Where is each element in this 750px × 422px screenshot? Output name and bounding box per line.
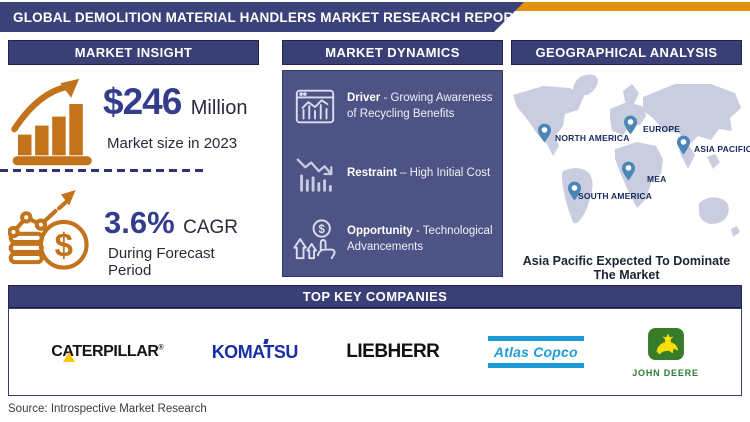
caterpillar-logo: CATERPILLAR®: [51, 343, 164, 362]
map-pin-south-america: [567, 181, 582, 201]
market-insight-header: MARKET INSIGHT: [8, 40, 259, 65]
market-dynamics-body: Driver - Growing Awareness of Recycling …: [282, 70, 503, 277]
region-label-asia-pacific: ASIA PACIFIC: [694, 144, 750, 154]
driver-label: Driver: [347, 92, 381, 105]
report-title: GLOBAL DEMOLITION MATERIAL HANDLERS MARK…: [13, 9, 522, 25]
restraint-label: Restraint: [347, 166, 397, 179]
driver-row: Driver - Growing Awareness of Recycling …: [292, 84, 493, 130]
map-pin-north-america: [537, 123, 552, 143]
market-size-caption: Market size in 2023: [107, 135, 238, 152]
map-caption: Asia Pacific Expected To Dominate The Ma…: [522, 254, 731, 282]
svg-text:$: $: [319, 224, 326, 236]
driver-text: Driver - Growing Awareness of Recycling …: [347, 92, 493, 120]
region-label-europe: EUROPE: [643, 124, 681, 134]
region-label-south-america: SOUTH AMERICA: [578, 191, 653, 201]
market-insight-title: MARKET INSIGHT: [74, 45, 193, 60]
market-size-value: $246: [103, 81, 182, 122]
caterpillar-triangle-icon: [63, 352, 76, 362]
opportunity-text: Opportunity - Technological Advancements: [347, 225, 493, 253]
svg-text:$: $: [55, 227, 73, 264]
atlas-copco-top-bar: [487, 336, 584, 341]
geographical-analysis-title: GEOGRAPHICAL ANALYSIS: [535, 45, 718, 60]
world-map-area: NORTH AMERICA EUROPE ASIA PACIFIC MEA SO…: [511, 65, 750, 251]
john-deere-logo: JOHN DEERE: [632, 327, 699, 378]
market-dynamics-header: MARKET DYNAMICS: [282, 40, 503, 65]
map-pin-mea: [621, 161, 636, 181]
region-label-north-america: NORTH AMERICA: [555, 133, 630, 143]
world-map: [513, 74, 741, 237]
declining-chart-icon: [296, 157, 333, 192]
companies-box: CATERPILLAR® KOMATSU LIEBHERR Atlas Copc…: [8, 308, 742, 396]
region-label-mea: MEA: [647, 174, 667, 184]
restraint-text: Restraint – High Initial Cost: [347, 166, 491, 179]
cagr-caption: During Forecast Period: [108, 245, 215, 279]
market-dynamics-panel: MARKET DYNAMICS: [282, 40, 503, 277]
market-insight-panel: MARKET INSIGHT $246 Million Market size …: [0, 40, 259, 280]
report-title-bar: GLOBAL DEMOLITION MATERIAL HANDLERS MARK…: [0, 2, 524, 32]
cagr-label: CAGR: [183, 217, 239, 238]
john-deere-emblem-icon: [647, 327, 684, 360]
market-size-unit: Million: [190, 97, 248, 119]
dashboard-chart-icon: [295, 89, 335, 124]
map-pin-asia-pacific: [676, 135, 691, 155]
caterpillar-registered-mark: ®: [158, 344, 164, 352]
komatsu-logo: KOMATSU: [212, 338, 298, 363]
top-key-companies-header: TOP KEY COMPANIES: [8, 285, 742, 308]
restraint-row: Restraint – High Initial Cost: [292, 151, 493, 197]
geographical-analysis-panel: GEOGRAPHICAL ANALYSIS: [511, 40, 750, 282]
atlas-copco-logo: Atlas Copco: [487, 333, 584, 371]
cagr-row: 3.6% CAGR: [104, 205, 238, 241]
geographical-analysis-header: GEOGRAPHICAL ANALYSIS: [511, 40, 742, 65]
source-attribution: Source: Introspective Market Research: [8, 403, 207, 415]
market-dynamics-title: MARKET DYNAMICS: [325, 45, 460, 60]
top-key-companies-title: TOP KEY COMPANIES: [302, 289, 448, 304]
map-pin-europe: [623, 115, 638, 135]
market-insight-body: $246 Million Market size in 2023: [0, 65, 259, 280]
market-size-row: $246 Million: [103, 81, 247, 123]
dashed-divider: [0, 169, 208, 172]
cagr-value: 3.6%: [104, 205, 175, 240]
coins-growth-icon: $: [8, 189, 89, 270]
growth-bar-chart-icon: [11, 78, 92, 166]
header-accent-strip: [455, 2, 750, 11]
liebherr-logo: LIEBHERR: [346, 341, 440, 362]
opportunity-label: Opportunity: [347, 225, 413, 238]
atlas-copco-bottom-bar: [487, 363, 584, 368]
opportunity-row: $ Opportunity - Technological Advancemen…: [292, 217, 493, 263]
hand-coin-growth-icon: $: [293, 219, 336, 260]
